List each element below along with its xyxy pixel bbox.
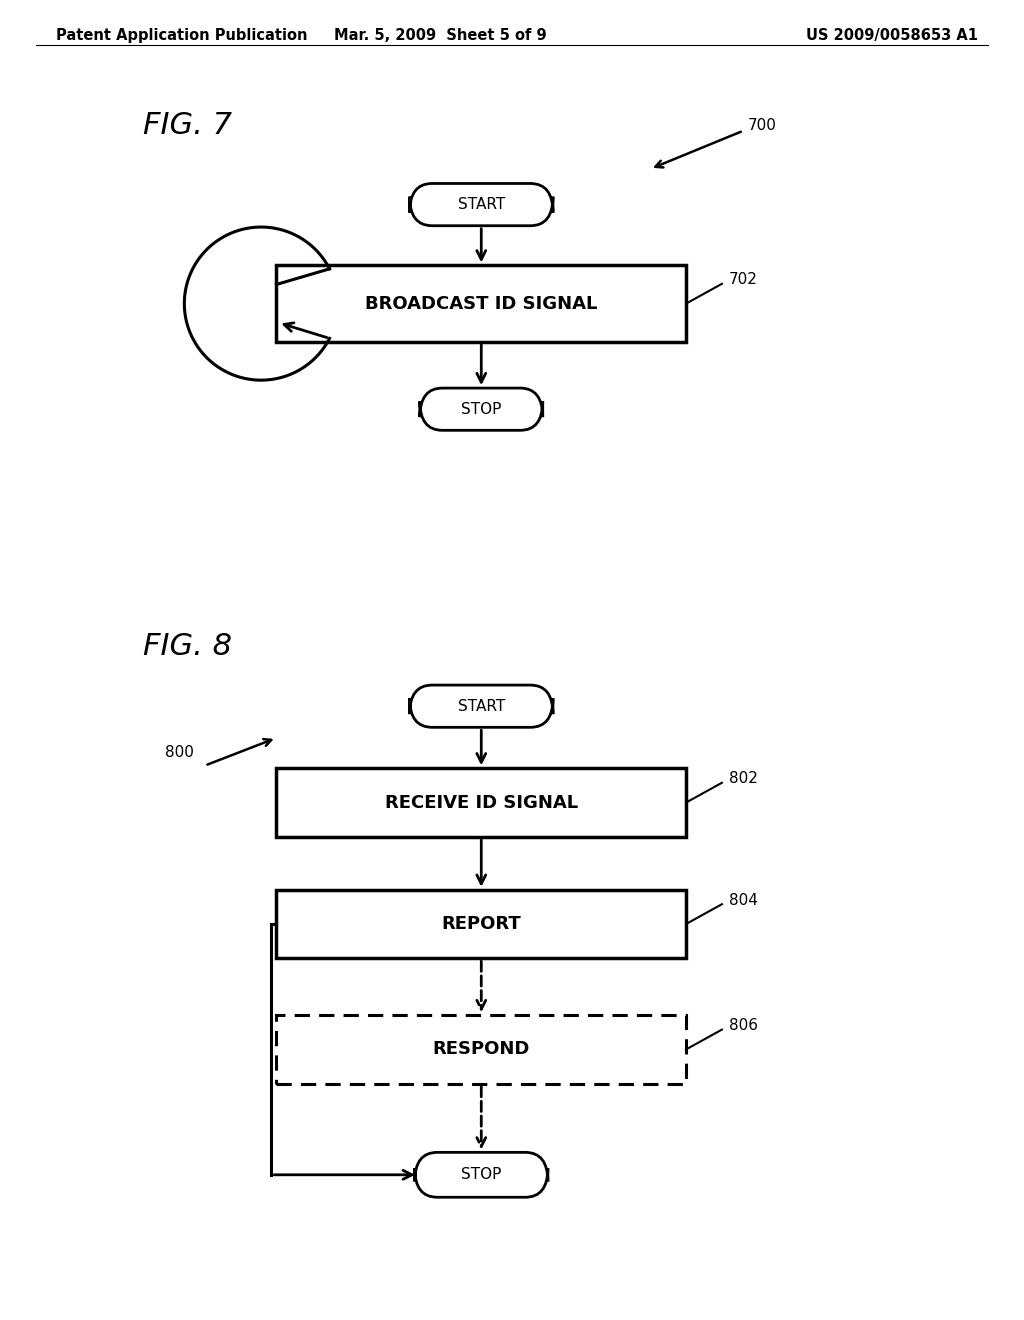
FancyBboxPatch shape — [410, 183, 553, 226]
Text: STOP: STOP — [461, 401, 502, 417]
Text: 806: 806 — [729, 1018, 758, 1034]
Text: FIG. 7: FIG. 7 — [143, 111, 232, 140]
Text: 800: 800 — [165, 744, 194, 760]
Text: START: START — [458, 197, 505, 213]
Bar — [276, 768, 686, 837]
Text: Patent Application Publication: Patent Application Publication — [56, 28, 308, 42]
Text: 700: 700 — [748, 117, 776, 133]
Bar — [276, 1015, 686, 1084]
Text: FIG. 8: FIG. 8 — [143, 632, 232, 661]
Text: 804: 804 — [729, 892, 758, 908]
Text: STOP: STOP — [461, 1167, 502, 1183]
FancyBboxPatch shape — [415, 1152, 548, 1197]
Text: BROADCAST ID SIGNAL: BROADCAST ID SIGNAL — [366, 294, 597, 313]
FancyBboxPatch shape — [420, 388, 543, 430]
FancyBboxPatch shape — [410, 685, 553, 727]
Text: Mar. 5, 2009  Sheet 5 of 9: Mar. 5, 2009 Sheet 5 of 9 — [334, 28, 547, 42]
Text: START: START — [458, 698, 505, 714]
Bar — [276, 265, 686, 342]
Text: US 2009/0058653 A1: US 2009/0058653 A1 — [806, 28, 978, 42]
Text: 702: 702 — [729, 272, 758, 288]
Text: RESPOND: RESPOND — [432, 1040, 530, 1059]
Text: REPORT: REPORT — [441, 915, 521, 933]
Text: RECEIVE ID SIGNAL: RECEIVE ID SIGNAL — [385, 793, 578, 812]
Text: 802: 802 — [729, 771, 758, 787]
Bar — [276, 890, 686, 958]
